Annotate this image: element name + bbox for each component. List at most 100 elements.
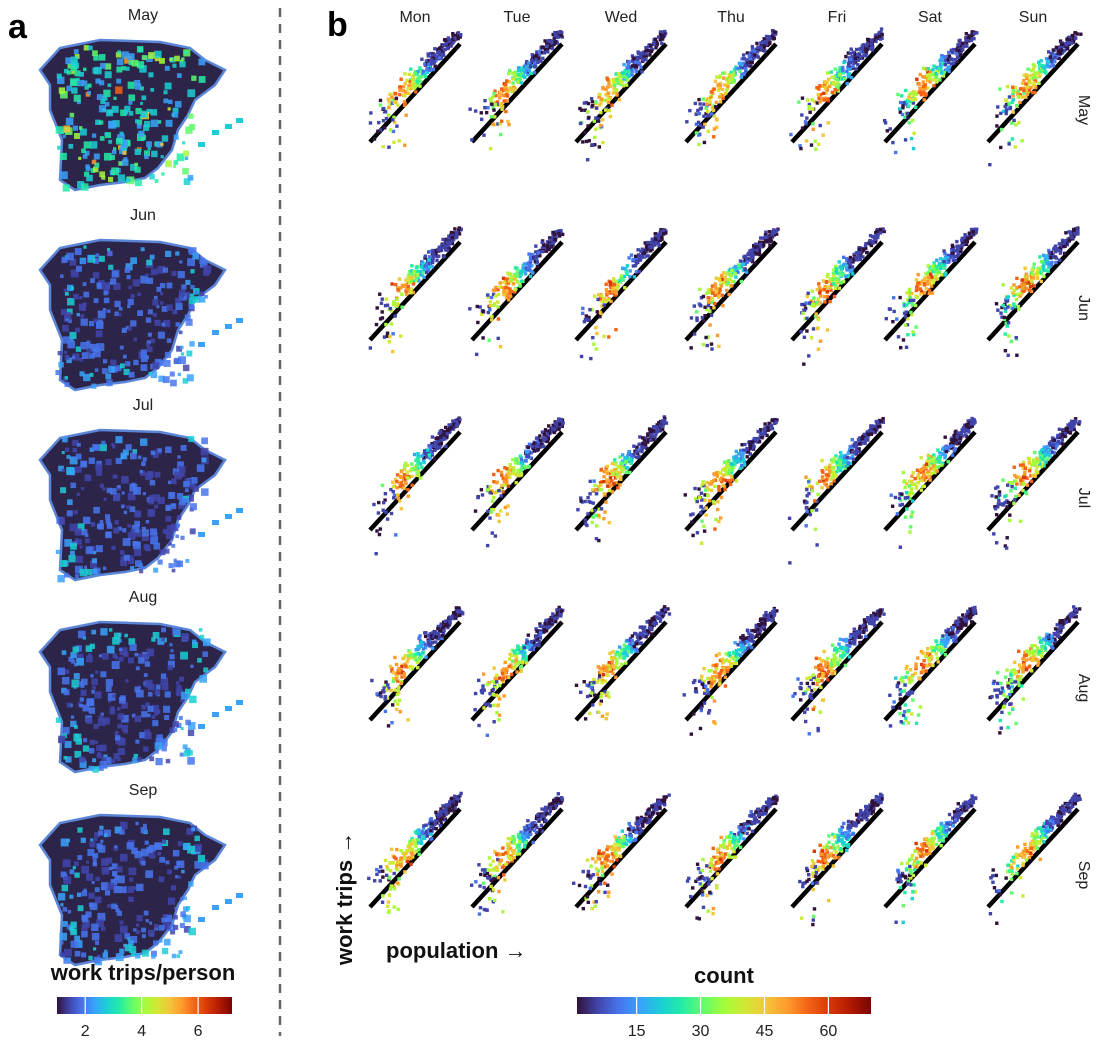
map-cell bbox=[123, 157, 128, 162]
map-cell bbox=[182, 167, 189, 175]
hex-bin bbox=[426, 268, 431, 272]
hex-bin bbox=[1035, 269, 1040, 273]
hex-bin bbox=[830, 90, 835, 95]
hex-bin bbox=[809, 336, 814, 340]
map-cell bbox=[181, 869, 185, 874]
hex-bin bbox=[454, 230, 459, 235]
hex-bin bbox=[926, 271, 931, 275]
map-cell bbox=[144, 120, 151, 128]
map-cell bbox=[59, 932, 68, 941]
map-cell bbox=[121, 66, 126, 71]
hex-bin bbox=[604, 87, 608, 92]
map-cell bbox=[145, 273, 149, 277]
hex-bin bbox=[808, 110, 812, 115]
hex-bin bbox=[408, 80, 412, 84]
map-cell bbox=[165, 515, 172, 522]
hex-bin bbox=[535, 50, 539, 54]
map-cell bbox=[63, 288, 67, 292]
hex-bin bbox=[430, 442, 434, 446]
hex-bin bbox=[833, 67, 837, 71]
hex-bin bbox=[713, 301, 717, 306]
hex-bin bbox=[662, 231, 666, 236]
hex-bin bbox=[597, 145, 602, 149]
map-cell bbox=[186, 827, 194, 835]
map-cell bbox=[160, 155, 164, 159]
hex-bin bbox=[1068, 38, 1072, 42]
hex-bin bbox=[582, 101, 587, 105]
map-cell bbox=[166, 338, 172, 343]
hex-bin bbox=[557, 234, 562, 238]
map-cell bbox=[128, 896, 134, 902]
hex-bin bbox=[558, 422, 562, 426]
hex-bin bbox=[863, 243, 868, 248]
hex-bin bbox=[527, 451, 532, 455]
hex-bin bbox=[1061, 44, 1065, 49]
hex-bin bbox=[540, 51, 545, 55]
map-cell bbox=[131, 525, 140, 533]
hex-bin bbox=[531, 446, 536, 451]
map-cell bbox=[94, 896, 102, 904]
map-cell bbox=[86, 174, 93, 182]
map-cell bbox=[129, 643, 137, 651]
hex-bin bbox=[708, 309, 712, 314]
map-cell bbox=[153, 494, 161, 502]
hex-bin bbox=[396, 496, 400, 501]
hex-bin bbox=[447, 234, 451, 238]
hex-bin bbox=[728, 78, 732, 83]
hex-bin bbox=[660, 237, 664, 241]
map-cell bbox=[111, 759, 116, 764]
hex-bin bbox=[757, 245, 761, 249]
map-cell bbox=[161, 637, 166, 642]
map-cell bbox=[159, 738, 168, 747]
map-cell bbox=[132, 541, 138, 547]
map-cell bbox=[77, 630, 86, 639]
hex-bin bbox=[375, 306, 379, 310]
map-cell bbox=[121, 476, 129, 484]
hex-bin bbox=[738, 259, 743, 263]
map-cell bbox=[78, 756, 85, 763]
hex-bin bbox=[634, 270, 639, 274]
map-cell bbox=[189, 341, 195, 347]
map-cell bbox=[146, 277, 154, 284]
map-cell bbox=[168, 542, 172, 546]
hex-bin bbox=[498, 90, 503, 94]
hex-bin bbox=[726, 81, 730, 85]
hex-bin bbox=[954, 254, 959, 259]
map-cell bbox=[183, 906, 189, 912]
reference-line bbox=[684, 42, 778, 144]
hex-bin bbox=[414, 276, 418, 281]
hex-bin bbox=[943, 257, 947, 261]
hex-bin bbox=[534, 255, 538, 260]
hex-bin bbox=[505, 289, 509, 293]
map-cell bbox=[141, 534, 149, 542]
map-cell bbox=[199, 634, 205, 640]
map-cell bbox=[96, 954, 101, 959]
hex-bin bbox=[726, 281, 730, 285]
map-cell bbox=[74, 565, 83, 574]
hex-bin bbox=[871, 234, 875, 239]
hex-bin bbox=[459, 33, 463, 37]
hex-bin bbox=[720, 293, 724, 297]
map-cell bbox=[148, 371, 152, 376]
hex-bin bbox=[874, 35, 879, 40]
hex-bin bbox=[470, 138, 474, 142]
hex-bin bbox=[1067, 230, 1071, 234]
hex-bin bbox=[921, 80, 925, 84]
map-cell bbox=[99, 171, 106, 178]
map-cell bbox=[184, 498, 189, 503]
hex-bin bbox=[951, 247, 955, 252]
map-cell bbox=[177, 841, 183, 847]
hex-bin bbox=[552, 42, 556, 47]
hex-bin bbox=[1025, 92, 1030, 96]
map-cell bbox=[55, 369, 61, 376]
hex-bin bbox=[539, 442, 543, 446]
hex-bin bbox=[703, 313, 707, 318]
reference-line bbox=[790, 240, 884, 342]
map-cell bbox=[171, 543, 176, 548]
hex-bin bbox=[538, 438, 543, 442]
hex-bin bbox=[809, 299, 814, 303]
map-cell bbox=[66, 70, 72, 75]
map-cell bbox=[154, 179, 159, 183]
hex-bin bbox=[385, 334, 389, 338]
map-cell bbox=[157, 359, 164, 366]
